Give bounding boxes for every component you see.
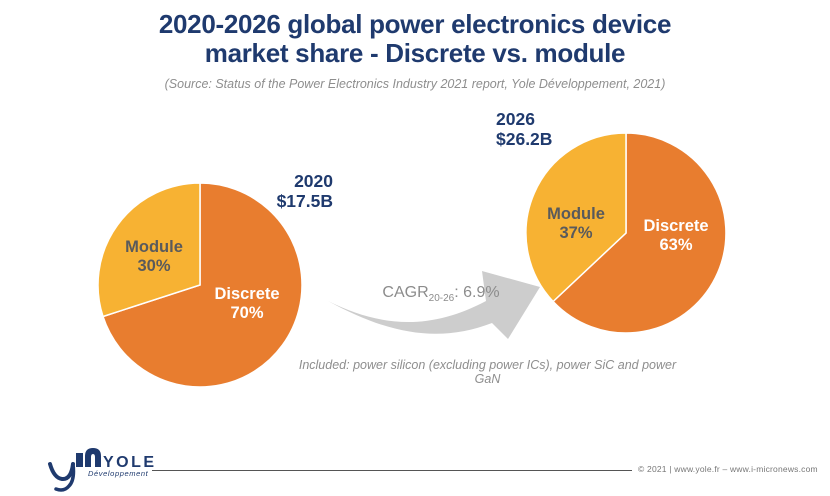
pie-slice-module-2026: [525, 132, 627, 303]
logo-wordmark: YOLE: [103, 454, 157, 471]
slice-label-module-2020: Module 30%: [99, 238, 209, 276]
cagr-subscript: 20-26: [428, 293, 455, 305]
pie-2026-header: 2026 $26.2B: [496, 109, 646, 149]
slice-label-discrete-2020: Discrete 70%: [192, 285, 302, 323]
slice-label-text: Discrete: [643, 217, 709, 235]
growth-arrow-icon: [328, 271, 540, 339]
cagr-value: : 6.9%: [454, 284, 500, 301]
slice-label-pct: 63%: [659, 236, 693, 254]
pie-2020-header: 2020 $17.5B: [183, 171, 333, 211]
pie-chart-2020: [97, 182, 303, 388]
pie-chart-2026: [525, 132, 727, 334]
logo-y-bowl: [48, 462, 75, 482]
pie-2026-total: $26.2B: [496, 129, 553, 149]
pie-2026-year: 2026: [496, 109, 535, 129]
logo-block: [76, 453, 83, 467]
page-title-line2: market share - Discrete vs. module: [204, 38, 626, 68]
pie-2020-year: 2020: [294, 171, 333, 191]
slice-label-text: Module: [547, 205, 605, 223]
page-title-line1: 2020-2026 global power electronics devic…: [158, 9, 672, 39]
logo-arch: [85, 448, 101, 467]
pie-slice-module-2020: [97, 182, 201, 318]
slice-label-pct: 70%: [230, 304, 264, 322]
slice-label-discrete-2026: Discrete 63%: [621, 217, 731, 255]
included-note: Included: power silicon (excluding power…: [298, 358, 677, 386]
footer-divider: [152, 470, 632, 471]
pie-slice-discrete-2026: [552, 132, 727, 334]
pie-2020-total: $17.5B: [276, 191, 333, 211]
copyright-text: © 2021 | www.yole.fr – www.i-micronews.c…: [638, 464, 818, 474]
slice-label-text: Module: [125, 238, 183, 256]
slice-label-pct: 30%: [137, 257, 171, 275]
slice-label-pct: 37%: [559, 224, 593, 242]
logo-subtext: Développement: [88, 469, 149, 478]
page-title: 2020-2026 global power electronics devic…: [0, 10, 830, 68]
slice-label-module-2026: Module 37%: [521, 205, 631, 243]
cagr-annotation: CAGR20-26: 6.9%: [341, 284, 541, 304]
yole-logo: YOLE Développement: [48, 448, 157, 492]
logo-y-tail: [54, 462, 76, 492]
cagr-prefix: CAGR: [382, 284, 429, 301]
source-note: (Source: Status of the Power Electronics…: [164, 77, 666, 91]
slice-label-text: Discrete: [214, 285, 280, 303]
pie-slice-discrete-2020: [102, 182, 303, 388]
